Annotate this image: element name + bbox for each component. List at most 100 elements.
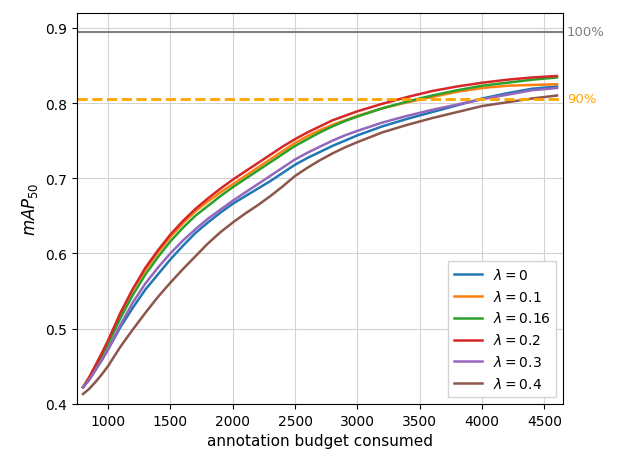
$\lambda = 0.3$ [341,133,349,139]
$\lambda = 0.1$ [453,90,461,95]
$\lambda = 0.3$ [191,227,199,233]
$\lambda = 0.2$ [341,114,349,119]
$\lambda = 0.2$ [553,74,561,79]
$\lambda = 0$ [116,325,124,330]
$\lambda = 0.16$ [179,225,187,231]
$\lambda = 0.2$ [85,375,93,381]
$\lambda = 0.4$ [166,280,174,286]
$\lambda = 0.16$ [428,94,436,99]
$\lambda = 0.16$ [553,76,561,81]
$\lambda = 0.1$ [154,250,162,256]
$\lambda = 0.16$ [279,152,287,157]
$\lambda = 0.1$ [141,268,149,273]
$\lambda = 0.16$ [241,177,249,182]
$\lambda = 0.2$ [453,84,461,90]
$\lambda = 0.16$ [79,385,87,390]
$\lambda = 0.4$ [553,94,561,99]
$\lambda = 0$ [166,257,174,263]
$\lambda = 0.3$ [478,97,486,103]
$\lambda = 0.1$ [254,166,262,171]
$\lambda = 0.2$ [428,89,436,95]
$\lambda = 0$ [353,133,361,139]
$\lambda = 0.16$ [166,239,174,245]
$\lambda = 0.2$ [503,78,511,83]
Legend: $\lambda = 0$, $\lambda = 0.1$, $\lambda = 0.16$, $\lambda = 0.2$, $\lambda = 0.: $\lambda = 0$, $\lambda = 0.1$, $\lambda… [449,262,556,397]
$\lambda = 0.16$ [291,144,299,149]
$\lambda = 0.4$ [378,130,386,136]
$\lambda = 0.3$ [204,217,212,222]
$\lambda = 0.4$ [216,230,224,235]
$\lambda = 0.3$ [453,102,461,108]
$\lambda = 0$ [266,179,274,185]
$\lambda = 0.1$ [85,374,93,380]
Line: $\lambda = 0.3$: $\lambda = 0.3$ [83,89,557,387]
$\lambda = 0.16$ [116,316,124,321]
$\lambda = 0.3$ [98,358,106,363]
$\lambda = 0.2$ [378,102,386,107]
$\lambda = 0$ [104,347,112,353]
$\lambda = 0.3$ [353,129,361,134]
$\lambda = 0.16$ [141,272,149,278]
$\lambda = 0.1$ [304,134,312,140]
$\lambda = 0.2$ [254,161,262,167]
$\lambda = 0.1$ [341,118,349,124]
$\lambda = 0.1$ [378,106,386,112]
$\lambda = 0.2$ [216,186,224,192]
$\lambda = 0.16$ [478,84,486,90]
Line: $\lambda = 0.2$: $\lambda = 0.2$ [83,77,557,387]
$\lambda = 0.1$ [266,157,274,163]
$\lambda = 0.2$ [241,169,249,175]
$\lambda = 0.16$ [378,106,386,112]
$\lambda = 0$ [291,162,299,168]
$\lambda = 0.16$ [204,204,212,209]
$\lambda = 0.4$ [353,140,361,146]
$\lambda = 0.3$ [92,367,99,373]
$\lambda = 0.1$ [204,199,212,205]
$\lambda = 0.1$ [229,182,237,188]
$\lambda = 0.1$ [478,86,486,91]
$\lambda = 0.4$ [254,203,262,208]
$\lambda = 0.3$ [254,182,262,188]
$\lambda = 0.16$ [304,137,312,143]
$\lambda = 0.3$ [553,86,561,91]
$\lambda = 0.4$ [85,386,93,392]
$\lambda = 0$ [503,91,511,97]
$\lambda = 0.16$ [216,194,224,200]
$\lambda = 0.4$ [478,104,486,110]
$\lambda = 0$ [279,171,287,176]
$\lambda = 0.4$ [154,295,162,300]
$\lambda = 0.4$ [141,310,149,316]
$\lambda = 0.4$ [204,241,212,247]
$\lambda = 0$ [216,211,224,216]
$\lambda = 0$ [85,377,93,383]
$\lambda = 0$ [241,194,249,200]
$\lambda = 0.1$ [79,385,87,390]
$\lambda = 0.4$ [279,185,287,190]
$\lambda = 0.1$ [98,351,106,356]
$\lambda = 0.3$ [316,145,324,150]
$\lambda = 0$ [229,202,237,207]
$\lambda = 0.2$ [191,207,199,213]
$\lambda = 0.3$ [304,151,312,156]
$\lambda = 0$ [154,272,162,278]
$\lambda = 0.4$ [129,327,137,332]
Line: $\lambda = 0.16$: $\lambda = 0.16$ [83,78,557,387]
$\lambda = 0.16$ [85,375,93,381]
Line: $\lambda = 0$: $\lambda = 0$ [83,87,557,387]
$\lambda = 0.2$ [528,76,536,81]
$\lambda = 0.1$ [316,128,324,134]
$\lambda = 0.3$ [291,157,299,163]
$\lambda = 0.1$ [279,149,287,155]
$\lambda = 0.4$ [116,344,124,350]
$\lambda = 0.1$ [129,287,137,293]
$\lambda = 0.16$ [254,168,262,174]
$\lambda = 0.3$ [528,88,536,94]
$\lambda = 0.1$ [553,82,561,88]
$\lambda = 0.4$ [341,146,349,151]
$\lambda = 0.4$ [179,267,187,272]
$\lambda = 0.2$ [129,286,137,292]
Line: $\lambda = 0.4$: $\lambda = 0.4$ [83,96,557,394]
$\lambda = 0.16$ [266,160,274,166]
$\lambda = 0.4$ [229,220,237,226]
$\lambda = 0.16$ [316,130,324,136]
